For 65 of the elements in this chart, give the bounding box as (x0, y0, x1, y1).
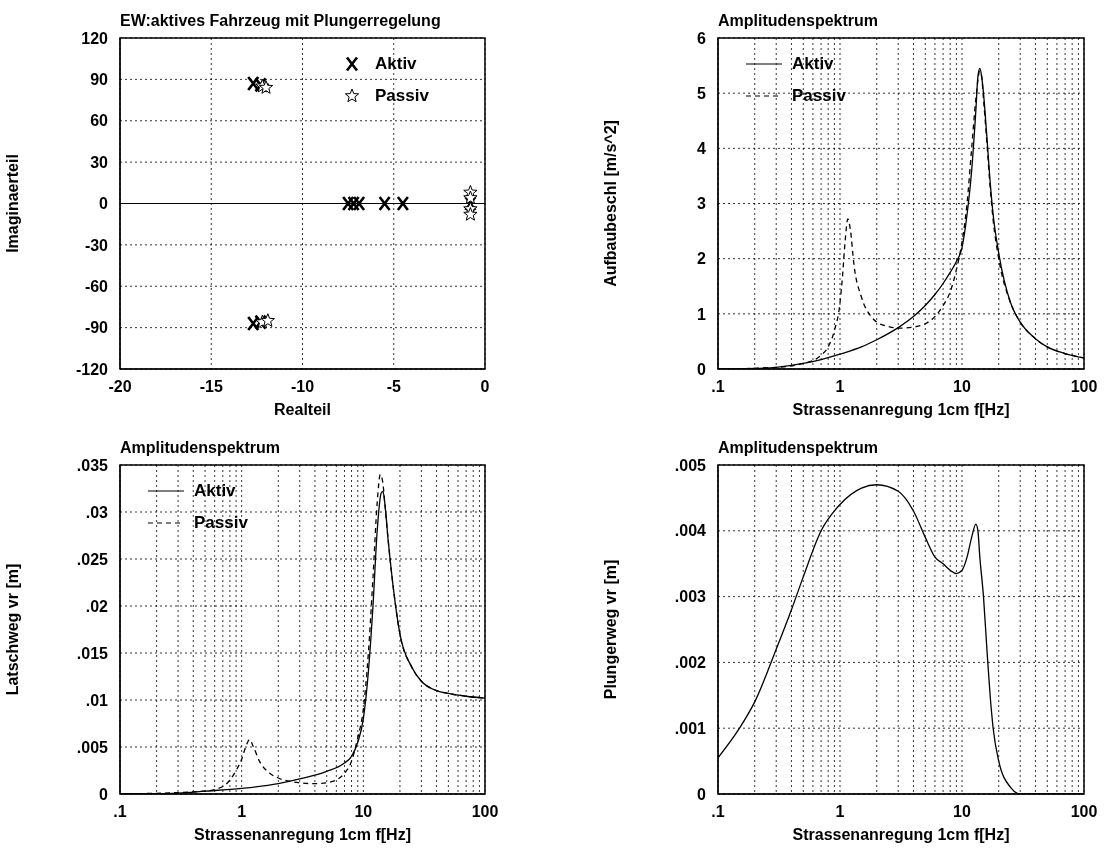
y-axis-title: Aufbaubeschl [m/s^2] (601, 120, 619, 287)
y-tick-label: .004 (674, 522, 707, 540)
legend-label: Aktiv (792, 54, 834, 74)
y-tick-label: 1 (697, 305, 707, 323)
x-axis-title: Realteil (274, 401, 331, 418)
y-tick-label: .01 (85, 691, 109, 709)
x-tick-label: 1 (835, 803, 845, 821)
chart-title: Amplitudenspektrum (718, 439, 879, 457)
y-tick-label: 2 (697, 250, 707, 268)
y-tick-label: 0 (697, 360, 707, 378)
y-tick-label: .003 (674, 588, 707, 606)
legend-label: Aktiv (375, 54, 417, 74)
y-tick-label: 3 (697, 195, 707, 213)
y-tick-label: -120 (75, 360, 109, 378)
x-axis-title: Strassenanregung 1cm f[Hz] (792, 826, 1010, 843)
x-tick-label: 100 (1070, 378, 1098, 396)
y-axis-title: Imaginaerteil (3, 154, 21, 253)
y-tick-label: .005 (76, 738, 109, 756)
x-tick-label: 10 (953, 803, 971, 821)
y-tick-label: 30 (90, 153, 109, 171)
legend-label: Passiv (194, 513, 248, 533)
y-tick-label: .001 (674, 719, 707, 737)
y-tick-label: -60 (84, 277, 109, 295)
legend-label: Passiv (792, 86, 846, 106)
chart-title: Amplitudenspektrum (718, 12, 879, 30)
x-tick-label: -10 (290, 378, 315, 396)
y-tick-label: -90 (84, 319, 109, 337)
y-tick-label: 0 (99, 195, 109, 213)
legend-label: Aktiv (194, 481, 236, 501)
y-tick-label: .035 (76, 456, 109, 474)
x-tick-label: 10 (354, 803, 373, 821)
y-tick-label: .002 (674, 654, 707, 672)
y-axis-title: Latschweg vr [m] (3, 563, 21, 696)
x-tick-label: 100 (1070, 803, 1098, 821)
y-tick-label: 4 (697, 140, 707, 158)
y-tick-label: 120 (81, 29, 109, 47)
y-tick-label: 90 (90, 71, 109, 89)
x-axis-title: Strassenanregung 1cm f[Hz] (194, 826, 411, 843)
legend-label: Passiv (375, 86, 429, 106)
y-tick-label: 0 (99, 785, 109, 803)
x-tick-label: .1 (113, 803, 127, 821)
y-axis-title: Plungerweg vr [m] (601, 559, 619, 700)
x-tick-label: -5 (386, 378, 401, 396)
chart-title: Amplitudenspektrum (120, 439, 281, 457)
x-tick-label: 1 (835, 378, 845, 396)
x-tick-label: .1 (711, 803, 725, 821)
x-tick-label: -15 (199, 378, 223, 396)
x-axis-title: Strassenanregung 1cm f[Hz] (792, 401, 1010, 418)
x-tick-label: 100 (471, 803, 499, 821)
x-tick-label: 0 (480, 378, 490, 396)
chart-title: EW:aktives Fahrzeug mit Plungerregelung (120, 12, 441, 30)
x-tick-label: 10 (953, 378, 971, 396)
y-tick-label: 60 (90, 112, 109, 130)
y-tick-label: 0 (697, 785, 707, 803)
y-tick-label: .015 (76, 644, 109, 662)
y-tick-label: .03 (85, 503, 109, 521)
y-tick-label: .005 (674, 456, 707, 474)
x-tick-label: -20 (108, 378, 132, 396)
y-tick-label: 6 (697, 29, 707, 47)
x-tick-label: .1 (711, 378, 725, 396)
y-tick-label: .02 (85, 597, 109, 615)
y-tick-label: .025 (76, 550, 109, 568)
y-tick-label: 5 (697, 84, 707, 102)
y-tick-label: -30 (84, 236, 109, 254)
x-tick-label: 1 (237, 803, 247, 821)
